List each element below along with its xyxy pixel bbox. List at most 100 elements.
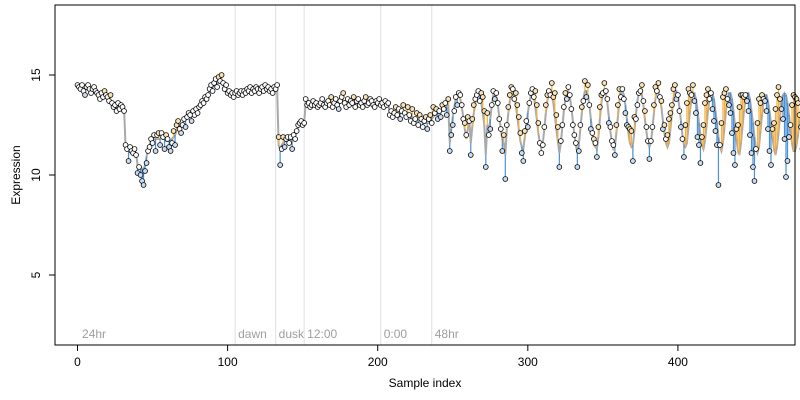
annotation-label: 48hr <box>435 327 459 341</box>
data-point <box>705 86 711 92</box>
data-point <box>214 84 220 90</box>
data-point <box>167 148 174 154</box>
annotation-labels: 24hr dawn dusk 12:00 0:00 48hr <box>82 327 459 341</box>
data-point <box>778 106 785 112</box>
data-point <box>655 80 662 86</box>
data-point <box>152 148 159 154</box>
data-point <box>164 136 171 142</box>
data-point <box>335 106 342 112</box>
data-point <box>585 82 591 88</box>
data-point <box>440 106 447 112</box>
data-point <box>289 146 295 152</box>
data-point <box>646 156 653 162</box>
data-point <box>576 148 582 154</box>
data-point <box>502 176 509 182</box>
data-point <box>498 126 504 132</box>
data-point <box>667 110 674 116</box>
data-point <box>427 112 434 118</box>
data-point <box>747 132 753 138</box>
data-point <box>780 116 786 122</box>
data-point <box>437 114 444 120</box>
data-point <box>514 102 521 108</box>
data-point <box>724 96 731 102</box>
data-point <box>651 102 657 108</box>
data-point <box>161 146 168 152</box>
data-point <box>789 102 795 108</box>
data-point <box>510 86 516 92</box>
data-point <box>750 164 756 170</box>
data-point <box>482 164 489 170</box>
data-point <box>302 96 309 102</box>
data-point <box>621 96 627 102</box>
data-point <box>679 136 686 142</box>
data-point <box>406 112 413 118</box>
data-point <box>125 158 132 164</box>
data-point <box>658 98 665 104</box>
data-point <box>708 90 714 96</box>
data-point <box>666 116 672 122</box>
data-point <box>446 148 453 154</box>
data-point <box>452 94 459 100</box>
data-point <box>504 122 510 128</box>
data-point <box>274 82 280 88</box>
data-point <box>200 100 207 106</box>
data-point <box>223 82 229 88</box>
data-point <box>573 140 579 146</box>
data-point <box>603 88 609 94</box>
data-point <box>136 164 142 170</box>
data-point <box>397 116 404 122</box>
data-point <box>436 108 443 114</box>
data-point <box>781 136 788 142</box>
data-point <box>443 112 450 118</box>
data-point <box>718 120 725 126</box>
separator-lines <box>234 5 433 345</box>
data-point <box>519 150 525 156</box>
data-point <box>428 120 435 126</box>
data-point <box>523 118 530 124</box>
data-point <box>748 150 755 156</box>
data-point <box>777 96 783 102</box>
data-point <box>775 84 782 90</box>
data-point <box>409 106 416 112</box>
data-point <box>182 124 189 130</box>
data-point <box>394 112 401 118</box>
data-point <box>286 140 292 146</box>
data-point <box>682 122 689 128</box>
x-tick-label: 200 <box>368 355 388 369</box>
data-point <box>594 154 600 160</box>
data-point <box>170 128 177 134</box>
data-point <box>732 162 738 168</box>
data-point <box>107 92 114 98</box>
data-point <box>194 110 201 116</box>
data-point <box>79 82 85 88</box>
data-point <box>143 160 150 166</box>
x-axis-label: Sample index <box>389 376 462 390</box>
data-point <box>449 122 456 128</box>
data-point <box>697 160 704 166</box>
data-point <box>592 140 599 146</box>
data-point <box>597 104 603 110</box>
data-point <box>715 182 722 188</box>
data-point <box>188 118 195 124</box>
data-point <box>131 146 138 152</box>
data-point <box>633 116 639 122</box>
data-point <box>654 88 660 94</box>
data-point <box>726 102 732 108</box>
data-point <box>769 126 776 132</box>
data-point <box>784 158 791 164</box>
data-point <box>754 120 761 126</box>
x-axis: 0 100 200 300 400 <box>74 344 688 369</box>
y-tick-label: 10 <box>29 168 43 182</box>
data-point <box>516 114 522 120</box>
annotation-label: 0:00 <box>384 327 408 341</box>
data-point <box>610 142 617 148</box>
data-point <box>340 90 346 96</box>
data-points <box>74 72 800 188</box>
data-point <box>541 124 548 130</box>
data-point <box>783 174 789 180</box>
data-point <box>121 108 127 114</box>
data-point <box>458 102 465 108</box>
x-tick-label: 0 <box>74 355 81 369</box>
data-point <box>613 122 620 128</box>
data-point <box>571 132 578 138</box>
